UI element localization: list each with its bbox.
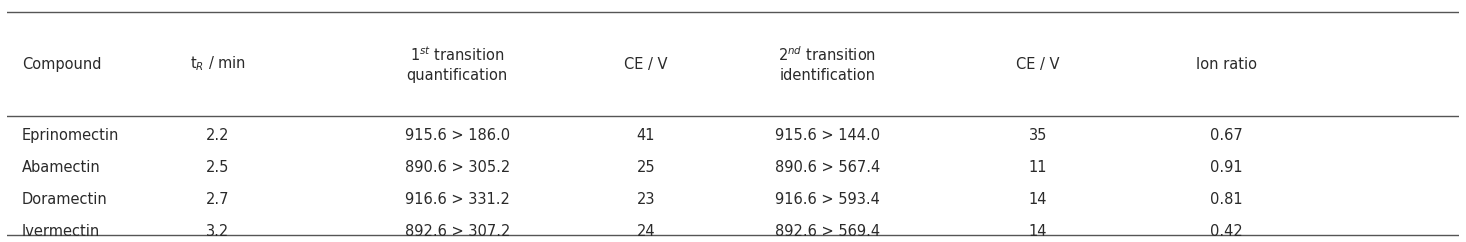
Text: 25: 25 xyxy=(636,160,655,175)
Text: 0.91: 0.91 xyxy=(1209,160,1243,175)
Text: 0.42: 0.42 xyxy=(1209,224,1243,239)
Text: Abamectin: Abamectin xyxy=(22,160,101,175)
Text: 2.7: 2.7 xyxy=(207,192,230,207)
Text: 0.67: 0.67 xyxy=(1209,128,1243,143)
Text: Ivermectin: Ivermectin xyxy=(22,224,100,239)
Text: 915.6 > 144.0: 915.6 > 144.0 xyxy=(774,128,880,143)
Text: 14: 14 xyxy=(1029,224,1047,239)
Text: 916.6 > 331.2: 916.6 > 331.2 xyxy=(405,192,510,207)
Text: CE / V: CE / V xyxy=(625,57,667,72)
Text: 23: 23 xyxy=(636,192,655,207)
Text: 890.6 > 305.2: 890.6 > 305.2 xyxy=(405,160,510,175)
Text: 3.2: 3.2 xyxy=(207,224,229,239)
Text: 2.5: 2.5 xyxy=(207,160,230,175)
Text: CE / V: CE / V xyxy=(1016,57,1060,72)
Text: 2.2: 2.2 xyxy=(207,128,230,143)
Text: Eprinomectin: Eprinomectin xyxy=(22,128,119,143)
Text: 41: 41 xyxy=(636,128,655,143)
Text: 0.81: 0.81 xyxy=(1209,192,1243,207)
Text: 892.6 > 569.4: 892.6 > 569.4 xyxy=(774,224,880,239)
Text: Doramectin: Doramectin xyxy=(22,192,107,207)
Text: 35: 35 xyxy=(1029,128,1047,143)
Text: 890.6 > 567.4: 890.6 > 567.4 xyxy=(774,160,880,175)
Text: Ion ratio: Ion ratio xyxy=(1196,57,1256,72)
Text: t$_R$ / min: t$_R$ / min xyxy=(189,55,246,73)
Text: 916.6 > 593.4: 916.6 > 593.4 xyxy=(776,192,880,207)
Text: Compound: Compound xyxy=(22,57,101,72)
Text: 11: 11 xyxy=(1029,160,1047,175)
Text: 2$^{nd}$ transition
identification: 2$^{nd}$ transition identification xyxy=(778,45,877,83)
Text: 915.6 > 186.0: 915.6 > 186.0 xyxy=(405,128,510,143)
Text: 892.6 > 307.2: 892.6 > 307.2 xyxy=(405,224,510,239)
Text: 24: 24 xyxy=(636,224,655,239)
Text: 14: 14 xyxy=(1029,192,1047,207)
Text: 1$^{st}$ transition
quantification: 1$^{st}$ transition quantification xyxy=(406,45,507,83)
